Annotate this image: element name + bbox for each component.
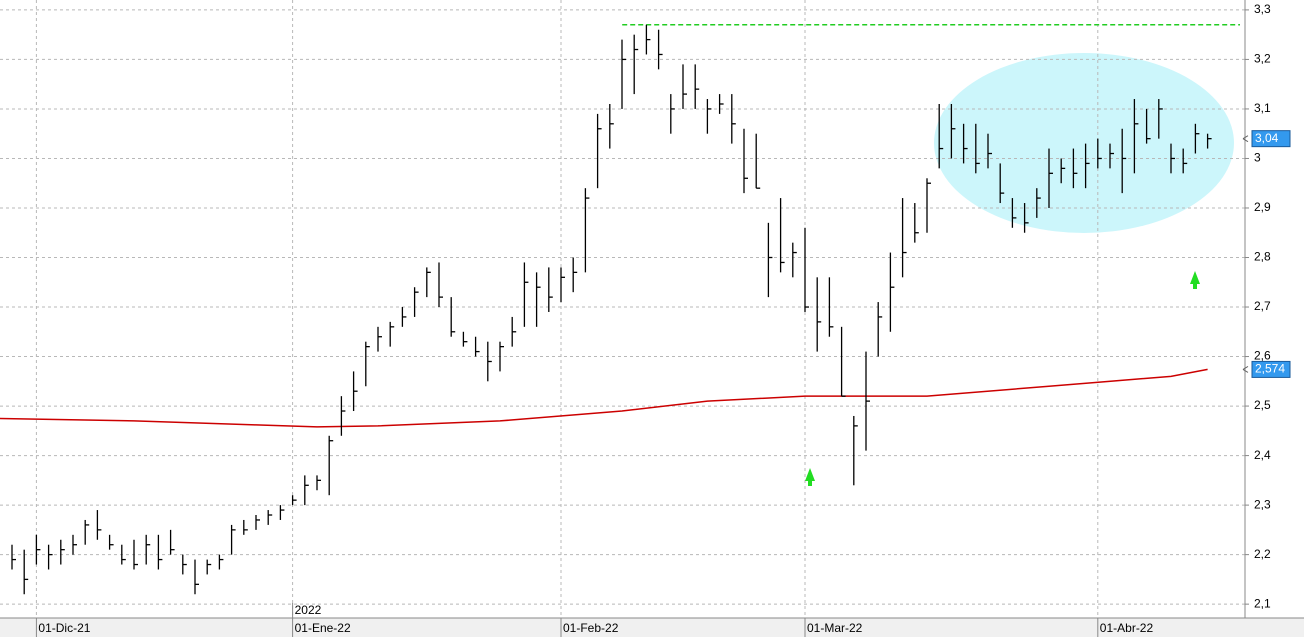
- y-tick-label: 2,3: [1254, 497, 1271, 511]
- highlight-ellipse: [934, 53, 1234, 233]
- y-tick-label: 2,9: [1254, 200, 1271, 214]
- price-pointer: [1242, 135, 1249, 143]
- moving-average: [0, 368, 1208, 428]
- y-tick-label: 3,2: [1254, 52, 1271, 66]
- price-label: 2,574: [1255, 362, 1285, 376]
- y-tick-label: 2,5: [1254, 398, 1271, 412]
- y-tick-label: 2,7: [1254, 299, 1271, 313]
- y-tick-label: 2,2: [1254, 547, 1271, 561]
- arrow-up: [1190, 271, 1200, 289]
- y-tick-label: 2,6: [1254, 349, 1271, 363]
- y-tick-label: 2,4: [1254, 448, 1271, 462]
- year-label: 2022: [295, 603, 322, 617]
- x-axis-band: [0, 618, 1304, 637]
- price-label: 3,04: [1255, 131, 1279, 145]
- price-pointer: [1242, 365, 1249, 373]
- y-tick-label: 2,8: [1254, 250, 1271, 264]
- x-tick-label: 01-Ene-22: [295, 621, 351, 635]
- x-tick-label: 01-Mar-22: [807, 621, 863, 635]
- arrow-up: [805, 468, 815, 486]
- y-tick-label: 3: [1254, 151, 1261, 165]
- y-tick-label: 2,1: [1254, 596, 1271, 610]
- x-tick-label: 01-Abr-22: [1100, 621, 1154, 635]
- x-tick-label: 01-Dic-21: [38, 621, 90, 635]
- x-tick-label: 01-Feb-22: [563, 621, 619, 635]
- price-box: [1251, 130, 1291, 148]
- y-tick-label: 3,1: [1254, 101, 1271, 115]
- price-box: [1251, 360, 1291, 378]
- y-tick-label: 3,3: [1254, 2, 1271, 16]
